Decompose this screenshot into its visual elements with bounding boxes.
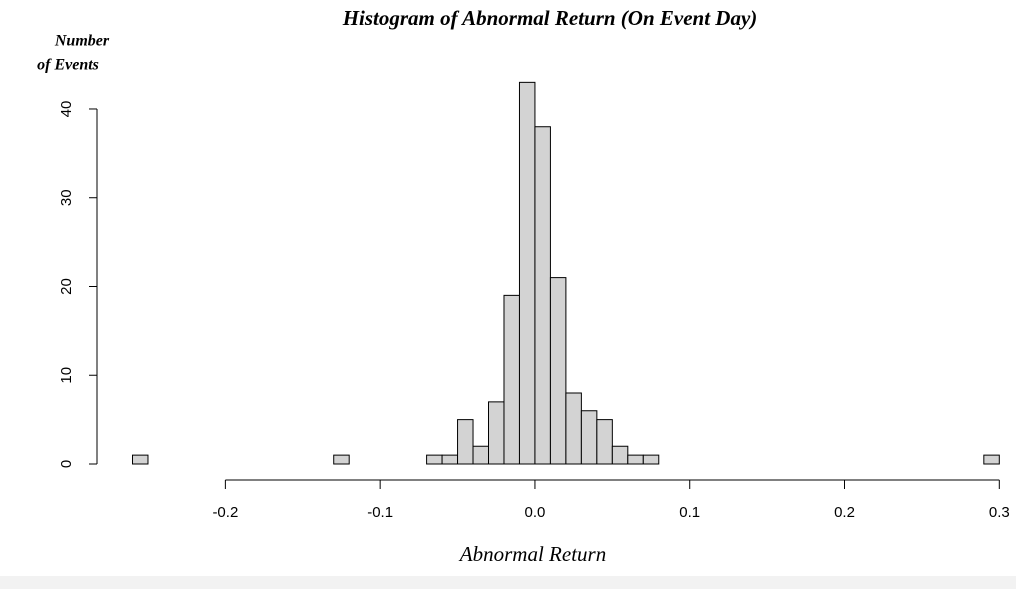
chart-title: Histogram of Abnormal Return (On Event D… (342, 6, 758, 30)
y-axis-label: Number (54, 33, 110, 50)
x-tick-label: 0.1 (679, 504, 700, 521)
y-axis-label: of Events (37, 57, 99, 74)
bar (983, 454, 1000, 465)
bar (503, 294, 520, 465)
x-tick-label: -0.2 (212, 504, 238, 521)
bar (457, 419, 474, 465)
y-tick-label: 10 (58, 367, 75, 384)
bar (565, 392, 582, 465)
x-tick-label: -0.1 (367, 504, 393, 521)
bar (441, 454, 459, 465)
x-axis-label: Abnormal Return (458, 542, 606, 566)
bar (611, 445, 629, 465)
window-edge (0, 576, 1016, 589)
bar (642, 454, 660, 465)
bar (534, 126, 551, 465)
bar (488, 401, 505, 465)
bar (426, 454, 443, 465)
bar (472, 445, 490, 465)
y-tick-label: 40 (58, 101, 75, 118)
y-tick-label: 20 (58, 278, 75, 295)
bar (596, 419, 613, 465)
bar (580, 410, 598, 465)
bar (132, 454, 149, 465)
x-tick-label: 0.3 (989, 504, 1010, 521)
x-tick-label: 0.0 (525, 504, 546, 521)
bar (333, 454, 350, 465)
bar (549, 277, 567, 465)
y-tick-label: 30 (58, 189, 75, 206)
x-tick-label: 0.2 (834, 504, 855, 521)
y-tick-label: 0 (58, 460, 75, 468)
bar (518, 81, 536, 465)
bar (627, 454, 644, 465)
